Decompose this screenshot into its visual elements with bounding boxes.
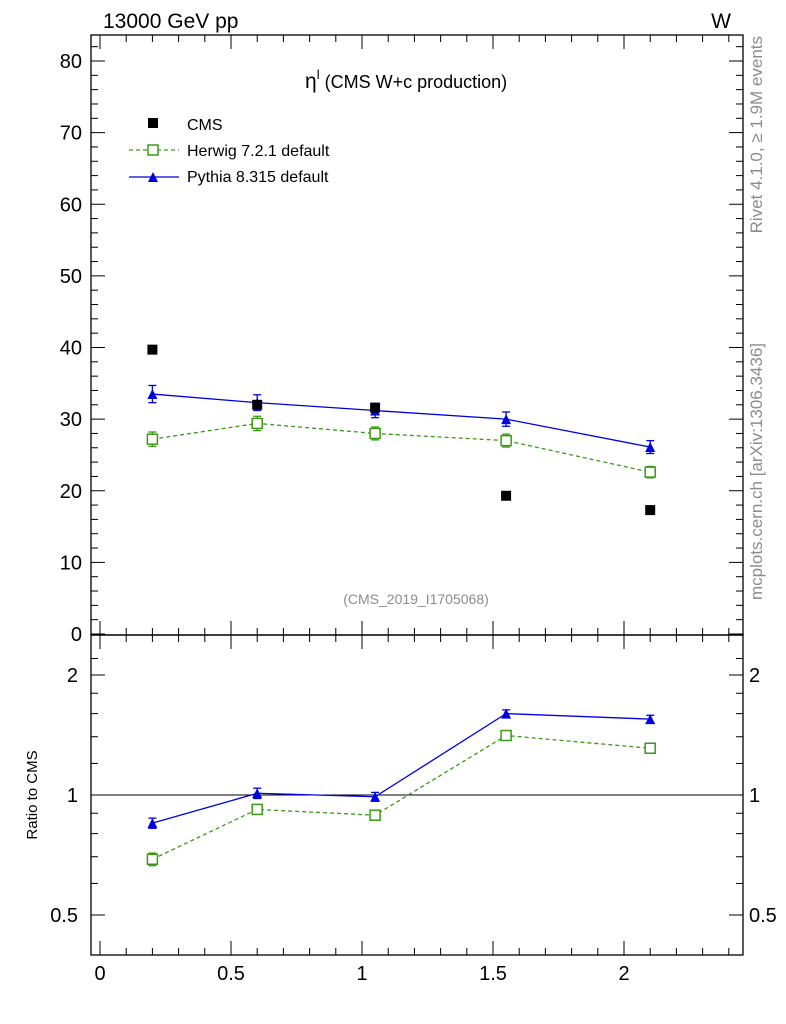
cms-point [370, 402, 381, 413]
ratio-herwig-point [251, 803, 263, 816]
title-rest: (CMS W+c production) [320, 72, 508, 92]
main-title: ηl (CMS W+c production) [305, 67, 507, 93]
legend-cms-label: CMS [187, 117, 223, 134]
main-y-tick-label: 10 [60, 552, 82, 574]
pythia-point [645, 442, 656, 453]
x-tick-label: 0.5 [217, 963, 245, 985]
pythia-line [152, 393, 651, 448]
pythia-point [501, 414, 512, 425]
herwig-line [152, 422, 651, 473]
ratio-pythia-point [501, 708, 512, 719]
ratio-pythia-line [152, 712, 651, 824]
x-tick-label: 2 [618, 963, 629, 985]
herwig-point [644, 466, 656, 478]
ratio-y-tick-label-left: 2 [67, 665, 78, 687]
ratio-pythia-point [645, 714, 656, 725]
x-tick-label: 0 [94, 963, 105, 985]
legend-herwig-label: Herwig 7.2.1 default [187, 143, 330, 160]
cms-point [645, 505, 656, 516]
herwig-point [369, 427, 381, 440]
ratio-y-tick-label-left: 0.5 [50, 905, 78, 927]
legend: CMS Herwig 7.2.1 default Pythia 8.315 de… [129, 117, 330, 186]
ratio-herwig-line [152, 734, 651, 860]
main-y-tick-label: 40 [60, 338, 82, 360]
ratio-pythia-point [370, 791, 381, 802]
side-label-bottom: mcplots.cern.ch [arXiv:1306.3436] [747, 343, 766, 600]
axis-ticks: 0 10 20 30 40 50 60 70 80 0 0.5 1 1.5 2 0.5 0.5 1 1 2 2 [50, 35, 777, 985]
ratio-pythia-point [252, 788, 263, 799]
ratio-herwig-point [644, 742, 656, 755]
legend-cms-marker [148, 118, 158, 128]
main-y-tick-label: 50 [60, 266, 82, 288]
header-left: 13000 GeV pp [103, 10, 238, 33]
header-right: W [711, 10, 731, 33]
main-y-tick-label: 70 [60, 123, 82, 145]
analysis-watermark: (CMS_2019_I1705068) [343, 591, 489, 607]
ratio-y-tick-label-right: 0.5 [749, 905, 777, 927]
ratio-y-tick-label-left: 1 [67, 785, 78, 807]
ratio-herwig-point [146, 853, 159, 865]
herwig-point [146, 433, 159, 445]
title-eta: η [305, 70, 317, 93]
herwig-point [251, 417, 263, 430]
ratio-y-tick-label-right: 2 [749, 665, 760, 687]
main-y-tick-label: 20 [60, 481, 82, 503]
data-marks [91, 344, 743, 867]
ratio-y-tick-label-right: 1 [749, 785, 760, 807]
herwig-point [500, 434, 512, 447]
main-y-tick-label: 80 [60, 51, 82, 73]
pythia-point [147, 389, 158, 400]
legend-pythia-label: Pythia 8.315 default [187, 169, 329, 186]
cms-point [252, 399, 263, 410]
ratio-herwig-point [500, 729, 512, 742]
cms-point [501, 490, 512, 501]
ratio-ylabel: Ratio to CMS [24, 750, 41, 839]
title-superscript: l [317, 67, 320, 82]
ratio-pythia-point [147, 818, 158, 829]
main-y-tick-label: 30 [60, 409, 82, 431]
ratio-herwig-point [369, 809, 381, 821]
cms-point [147, 344, 158, 355]
side-label-top: Rivet 4.1.0, ≥ 1.9M events [747, 36, 766, 233]
legend-herwig-marker [147, 144, 159, 156]
main-y-tick-label: 0 [71, 624, 82, 646]
x-tick-label: 1 [356, 963, 367, 985]
main-y-tick-label: 60 [60, 194, 82, 216]
legend-pythia-marker [148, 172, 158, 182]
x-tick-label: 1.5 [479, 963, 507, 985]
